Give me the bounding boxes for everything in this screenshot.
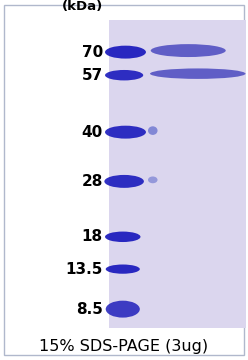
Text: 28: 28 xyxy=(82,174,103,189)
Text: 18: 18 xyxy=(82,229,103,244)
Text: 15% SDS-PAGE (3ug): 15% SDS-PAGE (3ug) xyxy=(39,339,209,354)
Ellipse shape xyxy=(105,126,146,139)
Text: 40: 40 xyxy=(82,125,103,140)
Ellipse shape xyxy=(104,175,144,188)
Text: 57: 57 xyxy=(82,68,103,83)
Ellipse shape xyxy=(148,126,157,135)
Text: 8.5: 8.5 xyxy=(76,302,103,317)
Text: 70: 70 xyxy=(82,45,103,60)
Ellipse shape xyxy=(105,231,141,242)
FancyBboxPatch shape xyxy=(4,5,244,355)
Ellipse shape xyxy=(148,176,157,183)
Ellipse shape xyxy=(150,68,246,79)
Bar xyxy=(109,20,246,328)
Ellipse shape xyxy=(106,301,140,318)
Ellipse shape xyxy=(106,265,140,274)
Ellipse shape xyxy=(105,46,146,59)
Text: 13.5: 13.5 xyxy=(65,262,103,276)
Text: (kDa): (kDa) xyxy=(62,0,103,13)
Ellipse shape xyxy=(151,44,226,57)
Ellipse shape xyxy=(105,70,143,80)
